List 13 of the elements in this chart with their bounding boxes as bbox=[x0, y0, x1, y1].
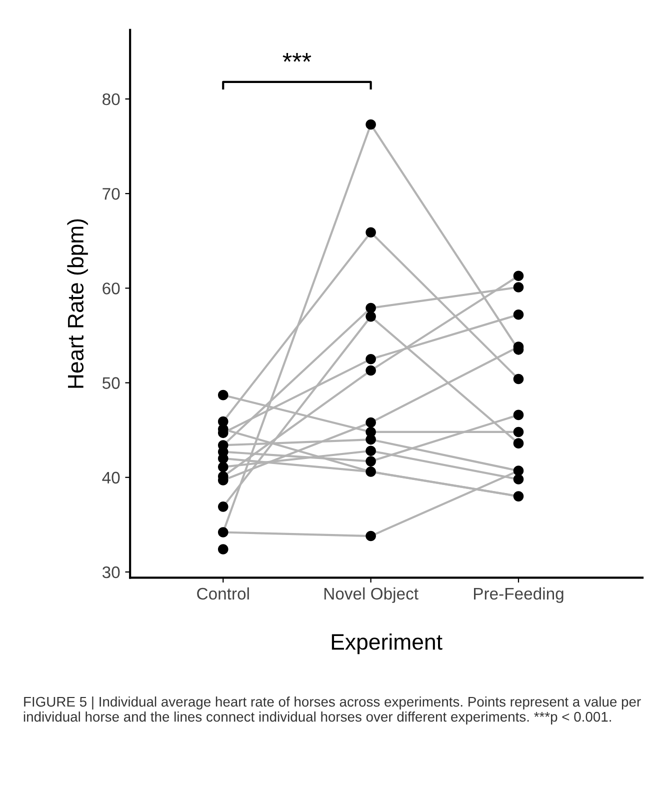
x-tick-label: Novel Object bbox=[324, 587, 418, 603]
caption: FIGURE 5 | Individual average heart rate of horses across experiments. Points represent a value per individual horse and the lines connect individual horses over different experiments. ***p < 0.001. bbox=[24, 696, 641, 724]
y-axis-title: Heart Rate (bpm) bbox=[67, 219, 88, 388]
x-axis-title: Experiment bbox=[332, 633, 442, 654]
y-tick-label: 40 bbox=[102, 472, 120, 484]
annotation: *** bbox=[282, 52, 312, 62]
y-tick-label: 70 bbox=[102, 188, 120, 200]
x-tick-label: Pre-Feeding bbox=[474, 587, 564, 603]
y-tick-label: 30 bbox=[102, 566, 120, 578]
y-tick-label: 50 bbox=[102, 377, 120, 389]
y-tick-label: 80 bbox=[102, 93, 120, 106]
x-tick-label: Control bbox=[197, 587, 249, 600]
y-tick-label: 60 bbox=[102, 282, 120, 294]
